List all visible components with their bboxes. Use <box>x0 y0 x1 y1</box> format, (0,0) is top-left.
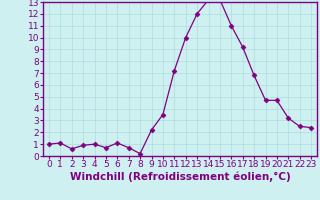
X-axis label: Windchill (Refroidissement éolien,°C): Windchill (Refroidissement éolien,°C) <box>70 172 290 182</box>
